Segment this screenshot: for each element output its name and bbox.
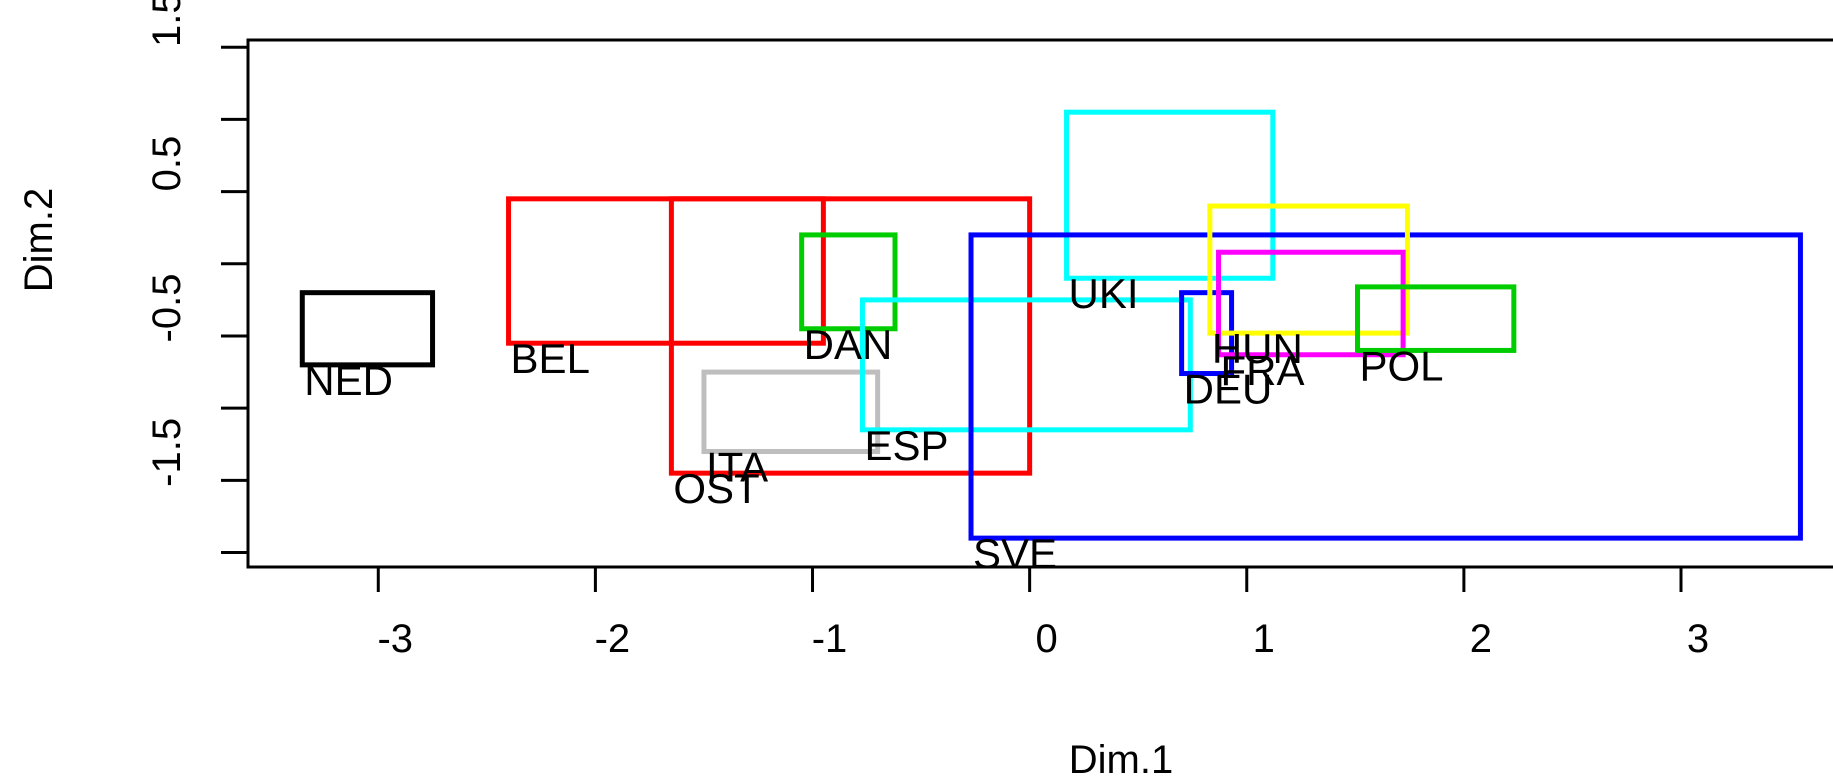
box-pol [1355, 284, 1517, 353]
y-tick-label: -1.5 [145, 418, 189, 487]
box-ita [701, 369, 881, 454]
box-label-hun: HUN [1212, 325, 1303, 372]
y-axis-title: Dim.2 [17, 188, 61, 292]
box-label-fra: FRA [1221, 347, 1305, 394]
x-tick-label: -3 [377, 617, 413, 661]
box-bel [506, 196, 826, 346]
boxes-layer [299, 109, 1803, 541]
box-label-bel: BEL [511, 335, 590, 382]
box-ned [299, 290, 436, 368]
x-tick-label: 0 [1036, 617, 1058, 661]
y-tick-label: 1.5 [145, 0, 189, 47]
box-label-esp: ESP [864, 422, 948, 469]
x-tick-label: 3 [1687, 617, 1709, 661]
box-ost [668, 196, 1033, 476]
box-label-pol: POL [1360, 342, 1444, 389]
x-tick-label: -2 [595, 617, 631, 661]
x-axis-title: Dim.1 [1069, 738, 1173, 778]
box-label-deu: DEU [1184, 366, 1273, 413]
box-esp [859, 297, 1193, 433]
x-tick-label: 2 [1470, 617, 1492, 661]
box-label-dan: DAN [804, 321, 893, 368]
box-uki [1064, 109, 1276, 281]
y-axis: 1.5 0.5 -0.5 -1.5 [145, 0, 250, 555]
box-label-ita: ITA [706, 443, 768, 490]
box-label-sve: SVE [973, 530, 1057, 577]
box-sve [968, 232, 1803, 541]
box-label-uki: UKI [1069, 270, 1139, 317]
plot-frame [246, 38, 1833, 569]
box-hun [1207, 203, 1410, 336]
box-label-ned: NED [304, 357, 393, 404]
x-tick-label: -1 [812, 617, 848, 661]
box-dan [799, 232, 898, 332]
y-tick-label: -0.5 [145, 274, 189, 343]
box-fra [1216, 249, 1406, 358]
x-tick-label: 1 [1253, 617, 1275, 661]
y-tick-label: 0.5 [145, 136, 189, 192]
x-axis: -3 -2 -1 0 1 2 3 [376, 565, 1709, 661]
box-label-ost: OST [673, 465, 759, 512]
